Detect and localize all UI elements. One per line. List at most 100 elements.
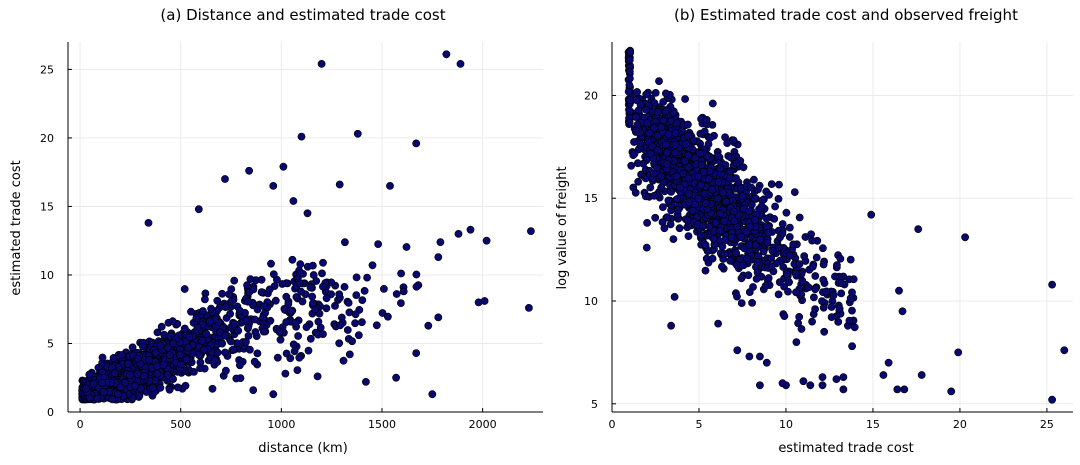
data-point <box>89 379 98 388</box>
data-point <box>771 202 779 211</box>
data-point <box>650 191 659 200</box>
data-point <box>700 127 709 136</box>
data-point <box>737 232 745 241</box>
data-point <box>297 287 305 296</box>
data-point <box>744 271 753 280</box>
data-point <box>192 314 201 323</box>
data-point <box>733 346 742 355</box>
data-point <box>651 89 660 97</box>
data-point <box>743 254 751 263</box>
data-point <box>914 225 923 233</box>
data-point <box>818 381 827 390</box>
data-point <box>676 183 684 192</box>
data-point <box>682 140 690 148</box>
data-point <box>1048 395 1056 404</box>
data-point <box>295 269 304 277</box>
scatter-points <box>78 50 535 404</box>
data-point <box>151 348 160 357</box>
data-point <box>731 248 740 257</box>
data-point <box>267 259 275 268</box>
data-point <box>525 303 533 312</box>
data-point <box>434 253 443 261</box>
y-tick-label: 10 <box>40 269 54 282</box>
data-point <box>839 385 848 394</box>
data-point <box>218 289 226 298</box>
data-point <box>697 181 705 190</box>
data-point <box>681 95 689 103</box>
data-point <box>820 327 829 336</box>
data-point <box>759 247 768 256</box>
data-point <box>810 293 818 302</box>
data-point <box>250 315 259 324</box>
data-point <box>643 119 652 128</box>
data-point <box>302 323 311 331</box>
data-point <box>778 379 787 388</box>
data-point <box>368 261 377 270</box>
data-point <box>790 188 799 196</box>
data-point <box>642 243 651 252</box>
data-point <box>701 266 710 275</box>
x-tick-label: 0 <box>77 418 84 431</box>
data-point <box>185 333 194 341</box>
data-point <box>643 218 651 227</box>
data-point <box>701 241 710 249</box>
data-point <box>657 123 666 132</box>
data-point <box>714 319 722 328</box>
data-point <box>156 383 165 392</box>
data-point <box>792 338 801 346</box>
data-point <box>213 348 222 357</box>
data-point <box>806 381 815 390</box>
data-point <box>482 236 491 245</box>
data-point <box>308 261 317 270</box>
data-point <box>655 77 663 85</box>
data-point <box>133 354 142 363</box>
data-point <box>642 90 651 99</box>
data-point <box>243 297 252 306</box>
data-point <box>336 321 345 330</box>
data-point <box>751 241 760 249</box>
data-point <box>527 227 535 235</box>
data-point <box>235 306 244 315</box>
data-point <box>818 297 826 305</box>
data-point <box>291 318 300 327</box>
data-point <box>230 319 239 328</box>
data-point <box>819 260 828 269</box>
data-point <box>718 262 726 271</box>
data-point <box>133 369 142 378</box>
data-point <box>306 283 315 292</box>
data-point <box>651 213 660 222</box>
data-point <box>684 151 693 160</box>
data-point <box>361 377 370 386</box>
data-point <box>800 252 809 260</box>
data-point <box>269 390 278 399</box>
data-point <box>353 129 362 138</box>
data-point <box>205 317 214 326</box>
data-point <box>701 199 710 208</box>
data-point <box>123 359 132 368</box>
data-point <box>626 96 635 105</box>
data-point <box>351 319 359 328</box>
data-point <box>818 373 827 381</box>
data-point <box>674 206 682 215</box>
data-point <box>696 149 705 158</box>
data-point <box>831 272 839 281</box>
data-point <box>726 256 734 265</box>
data-point <box>761 281 770 290</box>
chart-distance-vs-trade-cost: (a) Distance and estimated trade cost di… <box>9 6 543 456</box>
data-point <box>624 87 633 96</box>
data-point <box>639 159 648 168</box>
data-point <box>221 366 230 375</box>
data-point <box>642 192 650 201</box>
data-point <box>402 243 411 251</box>
data-point <box>295 279 304 288</box>
data-point <box>669 109 678 118</box>
data-point <box>357 318 366 327</box>
data-point <box>702 115 711 124</box>
data-point <box>289 197 298 205</box>
data-point <box>292 293 301 301</box>
data-point <box>98 379 107 387</box>
data-point <box>466 225 475 234</box>
data-point <box>182 355 191 364</box>
x-tick-label: 10 <box>779 418 793 431</box>
data-point <box>917 371 926 379</box>
